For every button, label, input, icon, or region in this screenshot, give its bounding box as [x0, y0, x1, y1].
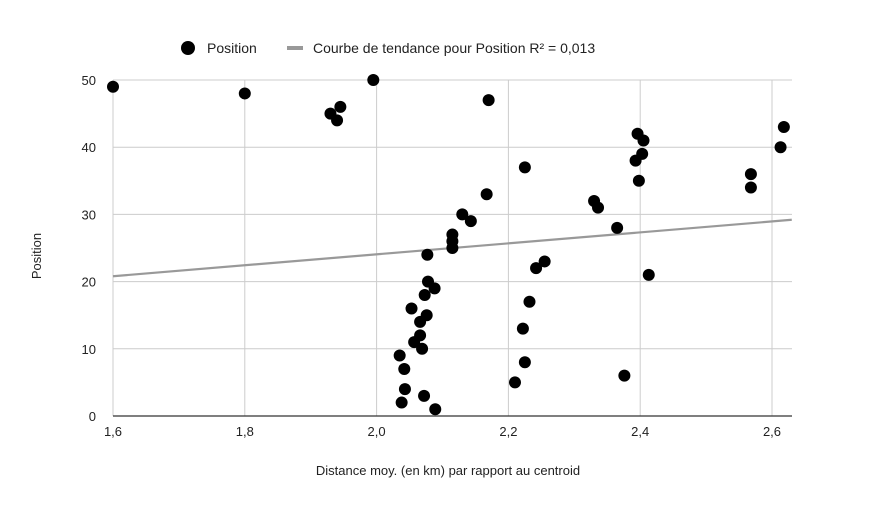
- data-point: [393, 349, 406, 362]
- data-point: [618, 369, 631, 382]
- legend-label-position: Position: [207, 40, 257, 56]
- data-point: [518, 161, 531, 174]
- data-point: [530, 262, 543, 275]
- y-axis-title: Position: [29, 233, 44, 279]
- legend-label-trendline: Courbe de tendance pour Position R² = 0,…: [313, 40, 595, 56]
- data-point: [516, 322, 529, 335]
- x-tick-label: 2,2: [499, 424, 517, 439]
- y-tick-label: 30: [82, 207, 96, 222]
- data-point: [408, 336, 421, 349]
- legend-marker-trendline: [287, 46, 303, 50]
- data-point: [418, 289, 431, 302]
- data-point: [398, 362, 411, 375]
- data-point: [456, 208, 469, 221]
- data-point: [238, 87, 251, 100]
- data-point: [395, 396, 408, 409]
- data-point: [429, 403, 442, 416]
- data-point: [480, 188, 493, 201]
- data-point: [418, 389, 431, 402]
- y-tick-label: 0: [89, 409, 96, 424]
- data-point: [405, 302, 418, 315]
- legend: Position Courbe de tendance pour Positio…: [181, 40, 595, 56]
- data-point: [744, 181, 757, 194]
- data-point: [414, 315, 427, 328]
- data-point: [637, 134, 650, 147]
- y-tick-label: 50: [82, 73, 96, 88]
- data-point: [523, 295, 536, 308]
- data-point: [642, 268, 655, 281]
- data-point: [334, 100, 347, 113]
- data-point: [632, 174, 645, 187]
- data-point: [518, 356, 531, 369]
- data-point: [538, 255, 551, 268]
- y-tick-label: 40: [82, 140, 96, 155]
- data-point: [367, 74, 380, 86]
- data-point: [774, 141, 787, 154]
- grid-lines: [112, 79, 792, 416]
- x-axis-title: Distance moy. (en km) par rapport au cen…: [316, 463, 580, 478]
- data-point: [398, 383, 411, 396]
- data-point: [482, 94, 495, 107]
- x-tick-label: 1,8: [236, 424, 254, 439]
- data-point: [107, 80, 119, 93]
- data-point: [331, 114, 344, 127]
- data-point: [464, 215, 477, 228]
- data-point: [636, 147, 649, 160]
- data-point: [611, 221, 624, 234]
- x-tick-label: 2,4: [631, 424, 649, 439]
- data-point: [777, 121, 790, 134]
- y-tick-label: 20: [82, 275, 96, 290]
- legend-marker-position: [181, 41, 195, 55]
- data-point: [421, 248, 434, 261]
- y-tick-label: 10: [82, 342, 96, 357]
- data-point: [446, 242, 459, 254]
- data-point: [508, 376, 521, 389]
- data-point: [428, 282, 441, 295]
- data-point: [744, 168, 757, 181]
- data-points: [107, 74, 790, 416]
- data-point: [416, 342, 429, 355]
- x-tick-label: 2,6: [763, 424, 781, 439]
- x-tick-label: 2,0: [368, 424, 386, 439]
- data-point: [592, 201, 605, 214]
- x-tick-label: 1,6: [104, 424, 122, 439]
- axes: 0 10 20 30 40 50 1,6 1,8 2,0 2,2 2,4 2,6: [82, 73, 792, 439]
